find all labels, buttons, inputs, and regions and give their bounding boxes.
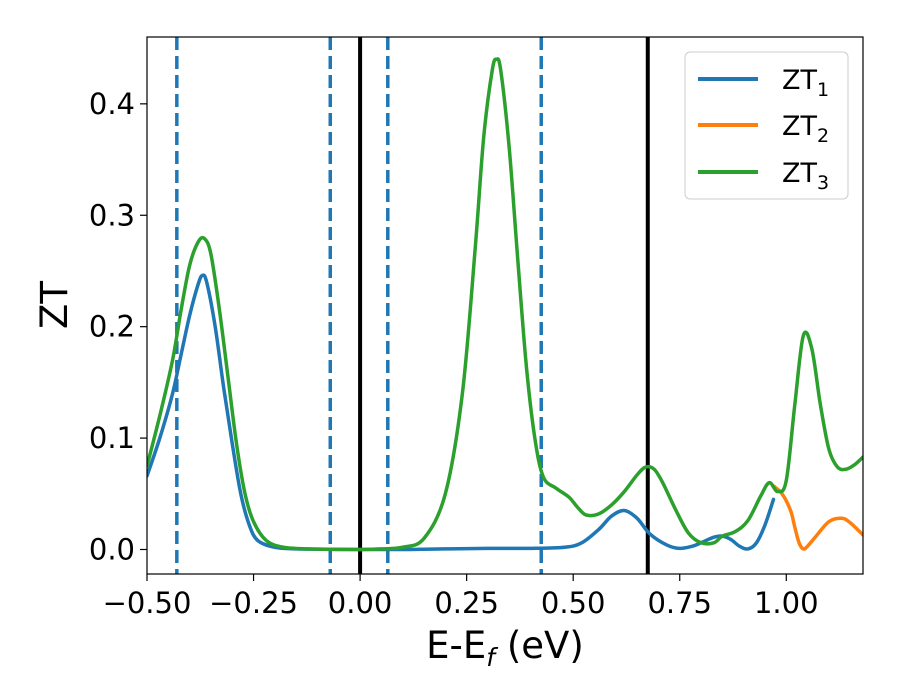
- x-axis-title-suffix: (eV): [495, 624, 584, 667]
- legend-label-zt1: ZT1: [782, 65, 829, 101]
- y-tick-label-2: 0.1: [89, 421, 135, 455]
- y-tick-label-5: 0.4: [89, 87, 135, 121]
- y-axis: 0.0 0.1 0.2 0.3 0.4: [89, 87, 147, 566]
- series-line-zt1: [147, 273, 776, 552]
- legend-entry-zt1: ZT1: [698, 65, 829, 101]
- y-tick-label-4: 0.3: [89, 198, 135, 232]
- y-tick-label-1: 0.0: [89, 532, 135, 566]
- legend-label-zt2: ZT2: [782, 111, 829, 147]
- x-tick-label-3: 0.00: [328, 586, 393, 620]
- y-axis-title: ZT: [33, 281, 76, 329]
- legend-label-zt1-sub: 1: [817, 79, 829, 101]
- series-layer: [147, 57, 863, 552]
- legend-entry-zt3: ZT3: [698, 158, 829, 194]
- plot-frame: [146, 36, 864, 575]
- x-tick-label-5: 0.50: [541, 586, 606, 620]
- x-tick-label-6: 0.75: [647, 586, 712, 620]
- legend-entry-zt2: ZT2: [698, 111, 829, 147]
- legend-box: [684, 51, 849, 200]
- series-line-zt3: [147, 57, 863, 552]
- legend-label-zt2-main: ZT: [782, 111, 817, 142]
- x-tick-label-4: 0.25: [434, 586, 499, 620]
- legend-label-zt1-main: ZT: [782, 65, 817, 96]
- y-tick-label-3: 0.2: [89, 310, 135, 344]
- x-axis: −0.50 −0.25 0.00 0.25 0.50 0.75 1.00: [103, 574, 819, 620]
- x-tick-label-7: 1.00: [754, 586, 819, 620]
- legend: ZT1 ZT2 ZT3: [684, 51, 849, 200]
- legend-label-zt2-sub: 2: [817, 125, 829, 147]
- x-tick-label-1: −0.50: [103, 586, 192, 620]
- legend-label-zt3-sub: 3: [817, 172, 829, 194]
- reference-lines: [175, 37, 650, 574]
- legend-label-zt3-main: ZT: [782, 158, 817, 189]
- x-tick-label-2: −0.25: [209, 586, 298, 620]
- x-axis-title-main: E-E: [426, 624, 486, 667]
- x-axis-title: E-Ef (eV): [426, 624, 584, 672]
- series-line-zt2: [771, 484, 863, 551]
- legend-label-zt3: ZT3: [782, 158, 829, 194]
